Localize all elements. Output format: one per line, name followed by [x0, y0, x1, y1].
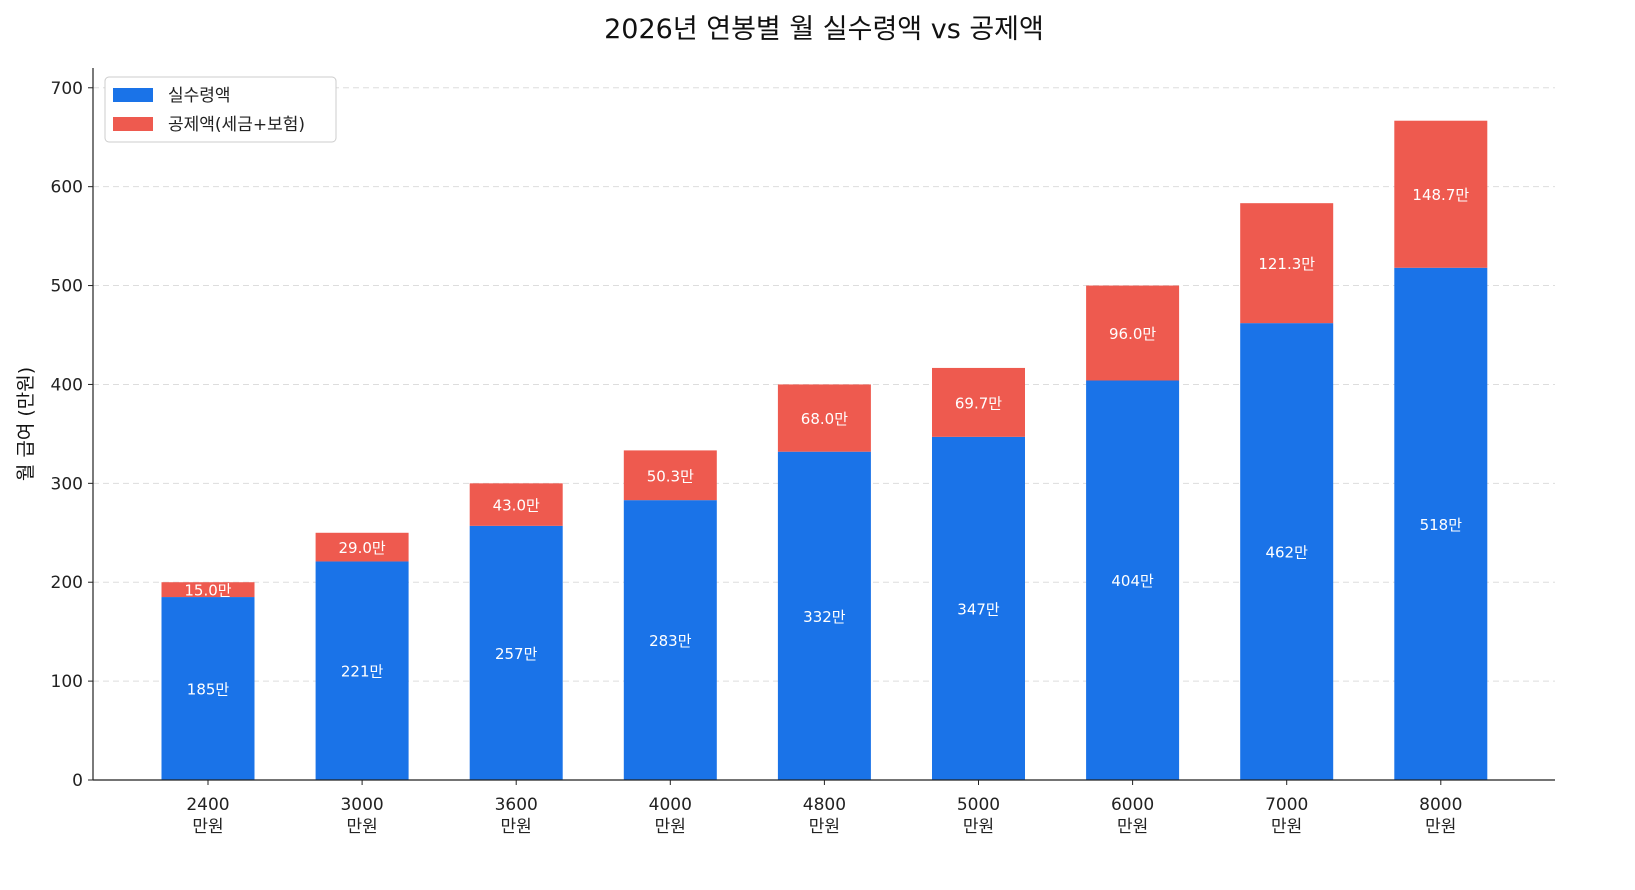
- x-tick-label: 만원: [501, 817, 532, 837]
- legend-swatch: [113, 117, 153, 131]
- bar-net: [932, 436, 1025, 780]
- bar-value-label: 121.3만: [1258, 255, 1315, 273]
- bar-value-label: 69.7만: [955, 394, 1002, 412]
- bar-value-label: 462만: [1265, 544, 1308, 562]
- bar-value-label: 96.0만: [1109, 325, 1156, 343]
- x-tick-label: 만원: [192, 817, 223, 837]
- x-tick-label: 7000: [1265, 795, 1308, 815]
- bar-value-label: 332만: [803, 608, 846, 626]
- x-tick-label: 만원: [963, 817, 994, 837]
- bar-net: [623, 500, 717, 780]
- bar-deduction: [469, 483, 563, 526]
- x-tick-label: 2400: [186, 795, 229, 815]
- bar-value-label: 347만: [957, 600, 1000, 618]
- bar-value-label: 15.0만: [184, 582, 231, 600]
- legend-swatch: [113, 88, 153, 102]
- bar-deduction: [1240, 203, 1334, 324]
- bar-deduction: [161, 582, 255, 598]
- y-tick-label: 400: [51, 375, 83, 395]
- y-tick-label: 100: [51, 672, 83, 692]
- legend-box: [104, 76, 337, 143]
- x-tick-label: 6000: [1111, 795, 1154, 815]
- x-tick-label: 만원: [1425, 817, 1456, 837]
- bar-value-label: 50.3만: [647, 467, 694, 485]
- bar-deduction: [623, 450, 717, 501]
- bar-value-label: 404만: [1111, 572, 1154, 590]
- y-tick-label: 600: [51, 178, 83, 198]
- y-tick-label: 0: [72, 771, 83, 791]
- bar-net: [1394, 267, 1488, 780]
- x-tick-label: 4000: [649, 795, 692, 815]
- bar-deduction: [932, 367, 1025, 437]
- x-tick-label: 만원: [655, 817, 686, 837]
- y-tick-label: 700: [51, 79, 83, 99]
- bar-net: [777, 451, 871, 780]
- bar-net: [469, 525, 563, 780]
- legend-label: 실수령액: [168, 86, 231, 106]
- bar-value-label: 257만: [495, 645, 538, 663]
- y-tick-label: 500: [51, 277, 83, 297]
- x-tick-label: 5000: [957, 795, 1000, 815]
- bar-value-label: 283만: [649, 632, 692, 650]
- bar-value-label: 518만: [1420, 516, 1463, 534]
- x-tick-label: 8000: [1419, 795, 1462, 815]
- x-tick-label: 만원: [1271, 817, 1302, 837]
- y-tick-label: 300: [51, 474, 83, 494]
- x-tick-label: 만원: [346, 817, 377, 837]
- bar-value-label: 29.0만: [338, 539, 385, 557]
- bar-value-label: 221만: [341, 663, 384, 681]
- bar-value-label: 148.7만: [1412, 186, 1469, 204]
- y-axis-label: 월 급여 (만원): [15, 367, 37, 481]
- x-tick-label: 3000: [340, 795, 383, 815]
- x-tick-label: 만원: [1117, 817, 1148, 837]
- bar-value-label: 43.0만: [493, 497, 540, 515]
- y-tick-label: 200: [51, 573, 83, 593]
- bar-deduction: [315, 532, 409, 562]
- bar-net: [315, 561, 409, 780]
- bar-net: [161, 597, 255, 780]
- bar-deduction: [777, 384, 871, 452]
- x-tick-label: 만원: [809, 817, 840, 837]
- bar-deduction: [1394, 120, 1488, 268]
- bar-value-label: 185만: [187, 681, 230, 699]
- bar-deduction: [1086, 285, 1180, 381]
- legend-label: 공제액(세금+보험): [168, 115, 305, 135]
- x-tick-label: 3600: [495, 795, 538, 815]
- bar-net: [1240, 323, 1334, 780]
- chart-title: 2026년 연봉별 월 실수령액 vs 공제액: [604, 14, 1044, 45]
- bar-value-label: 68.0만: [801, 410, 848, 428]
- bar-net: [1086, 380, 1180, 780]
- x-tick-label: 4800: [803, 795, 846, 815]
